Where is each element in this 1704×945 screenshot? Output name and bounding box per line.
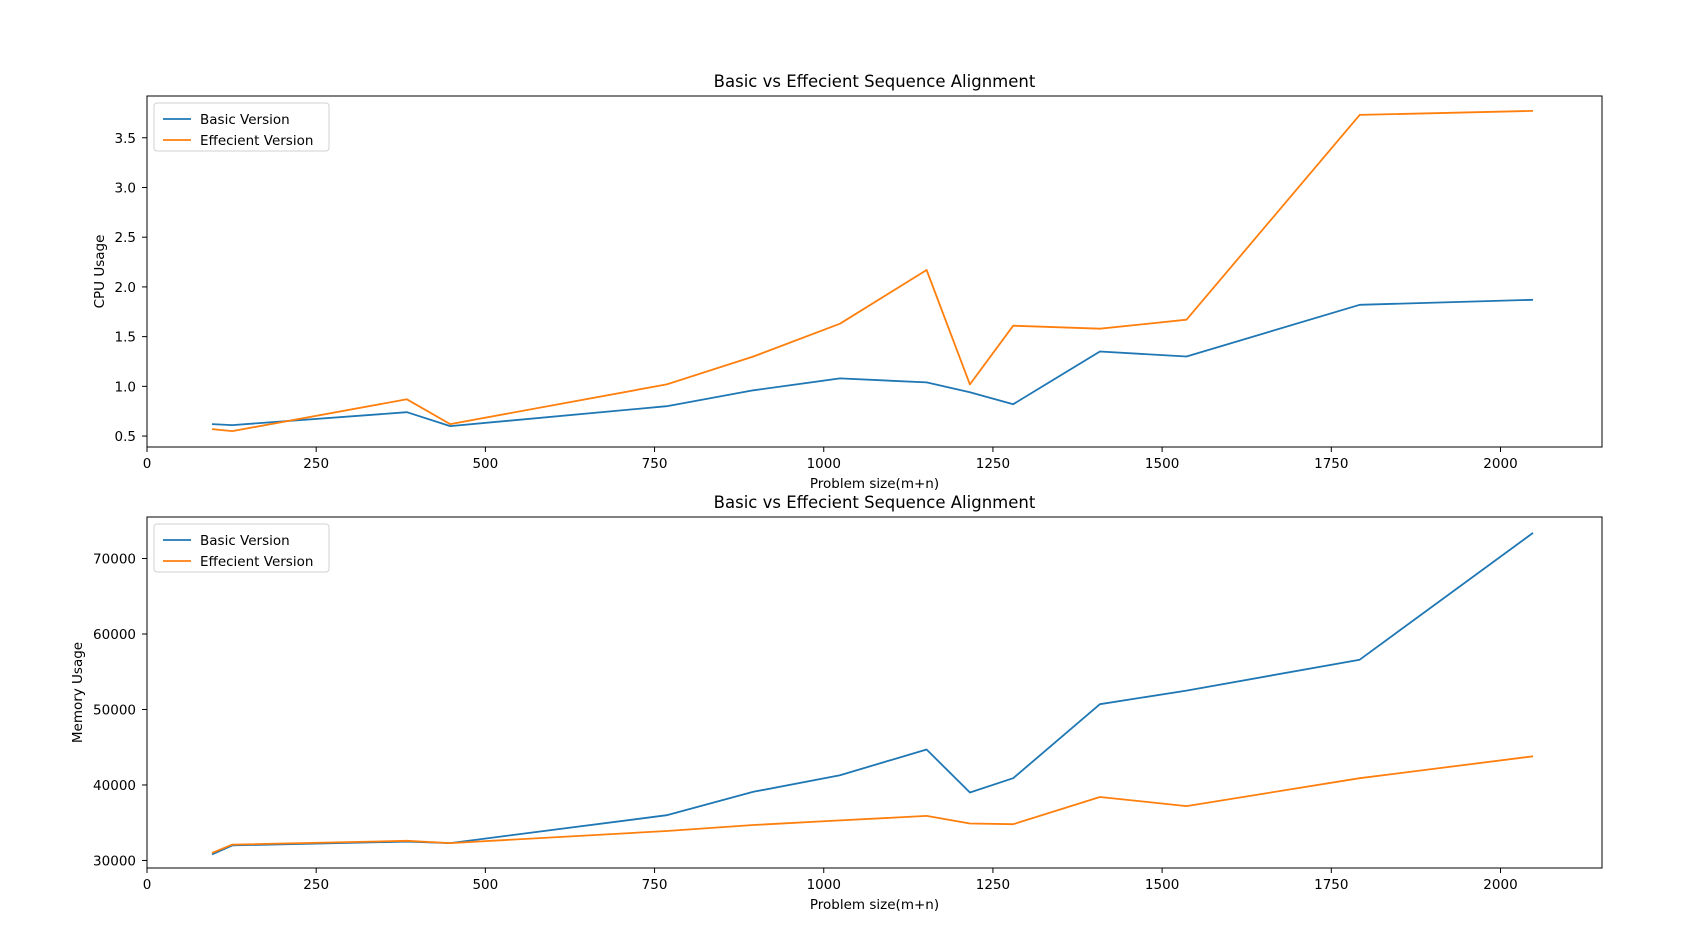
x-tick-label: 1250 xyxy=(976,456,1010,472)
y-tick-label: 30000 xyxy=(93,853,136,869)
x-tick-label: 500 xyxy=(472,877,498,893)
chart-title: Basic vs Effecient Sequence Alignment xyxy=(714,493,1036,512)
legend-label: Effecient Version xyxy=(200,554,313,570)
y-tick-label: 2.0 xyxy=(115,280,136,296)
series-line-basic xyxy=(211,532,1534,856)
x-tick-label: 1500 xyxy=(1145,456,1179,472)
x-axis-label: Problem size(m+n) xyxy=(810,476,939,492)
x-tick-label: 2000 xyxy=(1483,877,1517,893)
memory-usage-chart: Basic vs Effecient Sequence Alignment 0 25… xyxy=(70,493,1603,913)
x-tick-label: 1500 xyxy=(1145,877,1179,893)
x-tick-label: 0 xyxy=(143,877,152,893)
legend-label: Effecient Version xyxy=(200,133,313,149)
series-line-basic xyxy=(211,298,1534,428)
series-line-effecient xyxy=(211,110,1534,433)
x-tick-label: 750 xyxy=(642,456,668,472)
y-tick-label: 0.5 xyxy=(115,429,136,445)
x-tick-label: 1750 xyxy=(1314,877,1348,893)
x-axis-label: Problem size(m+n) xyxy=(810,897,939,913)
y-tick-label: 1.5 xyxy=(115,330,136,346)
legend-box xyxy=(153,102,330,152)
y-tick-label: 2.5 xyxy=(115,230,136,246)
x-tick-label: 1250 xyxy=(976,877,1010,893)
chart-title: Basic vs Effecient Sequence Alignment xyxy=(714,72,1036,91)
y-tick-label: 70000 xyxy=(93,552,136,568)
y-tick-label: 1.0 xyxy=(115,379,136,395)
x-tick-label: 250 xyxy=(303,877,329,893)
x-tick-label: 1750 xyxy=(1314,456,1348,472)
x-tick-label: 1000 xyxy=(807,456,841,472)
x-tick-label: 500 xyxy=(472,456,498,472)
cpu-usage-chart: Basic vs Effecient Sequence Alignment 0 25… xyxy=(92,72,1603,492)
series-line-effecient xyxy=(211,755,1534,854)
y-tick-label: 3.5 xyxy=(115,131,136,147)
x-tick-label: 250 xyxy=(303,456,329,472)
legend-label: Basic Version xyxy=(200,533,290,549)
legend-box xyxy=(153,523,330,573)
x-tick-label: 2000 xyxy=(1483,456,1517,472)
y-axis-label: Memory Usage xyxy=(70,642,86,743)
x-tick-label: 0 xyxy=(143,456,152,472)
y-tick-label: 3.0 xyxy=(115,180,136,196)
y-tick-label: 50000 xyxy=(93,702,136,718)
y-tick-label: 40000 xyxy=(93,778,136,794)
y-axis-label: CPU Usage xyxy=(92,235,108,309)
plot-frame xyxy=(146,516,1603,869)
plot-frame xyxy=(146,95,1603,448)
y-tick-label: 60000 xyxy=(93,627,136,643)
x-tick-label: 750 xyxy=(642,877,668,893)
legend-label: Basic Version xyxy=(200,112,290,128)
x-tick-label: 1000 xyxy=(807,877,841,893)
